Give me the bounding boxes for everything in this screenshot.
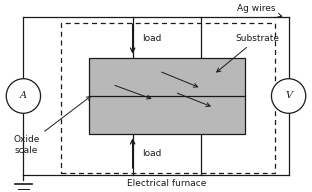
Bar — [89, 58, 245, 134]
Text: Oxide
scale: Oxide scale — [13, 96, 90, 155]
Ellipse shape — [271, 79, 306, 113]
Text: Substrate: Substrate — [217, 34, 280, 72]
Text: Ag wires: Ag wires — [236, 4, 282, 17]
Text: load: load — [142, 149, 161, 158]
Text: Electrical furnace: Electrical furnace — [127, 179, 207, 188]
Text: load: load — [142, 34, 161, 43]
Ellipse shape — [6, 79, 41, 113]
Text: A: A — [20, 92, 27, 100]
Bar — [61, 23, 275, 173]
Text: V: V — [285, 92, 292, 100]
